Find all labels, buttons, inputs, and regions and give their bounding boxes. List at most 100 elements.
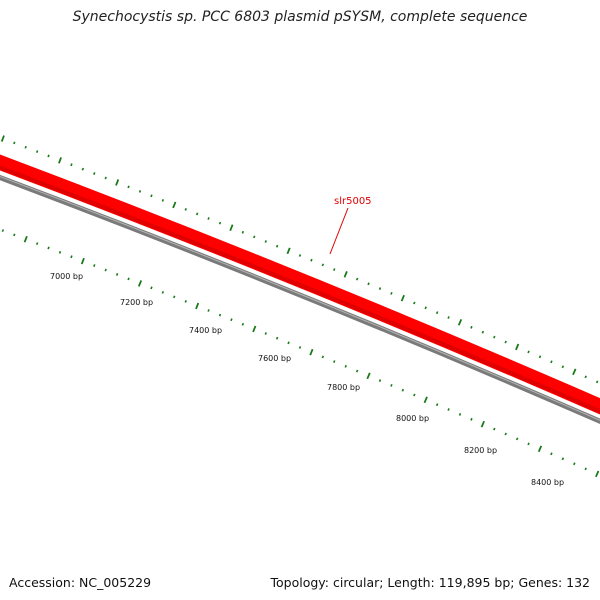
- reverse-strand-track: [0, 174, 600, 425]
- minor-tick: [561, 457, 565, 461]
- minor-tick: [458, 412, 462, 416]
- minor-tick: [161, 198, 165, 202]
- minor-tick: [527, 442, 530, 446]
- minor-tick: [413, 301, 416, 305]
- minor-tick: [287, 341, 290, 345]
- major-tick: [195, 302, 200, 310]
- minor-tick: [527, 350, 530, 354]
- major-tick: [480, 420, 485, 428]
- minor-tick: [161, 290, 165, 294]
- minor-tick: [138, 190, 142, 193]
- minor-tick: [253, 235, 256, 239]
- position-label: 7800 bp: [327, 383, 360, 392]
- minor-tick: [275, 244, 279, 248]
- minor-tick: [93, 172, 96, 175]
- minor-tick: [173, 295, 176, 299]
- minor-tick: [275, 336, 279, 340]
- minor-tick: [584, 467, 587, 471]
- minor-tick: [35, 242, 39, 246]
- minor-tick: [70, 255, 73, 259]
- position-label: 8200 bp: [464, 446, 497, 455]
- minor-tick: [310, 258, 313, 262]
- minor-tick: [58, 250, 62, 254]
- minor-tick: [390, 291, 393, 295]
- minor-tick: [470, 417, 473, 421]
- minor-tick: [218, 313, 222, 317]
- major-tick: [115, 179, 120, 186]
- major-tick: [400, 294, 405, 302]
- minor-tick: [550, 452, 553, 456]
- minor-tick: [207, 217, 210, 220]
- major-tick: [457, 319, 463, 326]
- forward-strand-track: [0, 154, 600, 415]
- major-tick: [366, 372, 371, 380]
- minor-tick: [538, 355, 542, 359]
- minor-tick: [241, 322, 245, 326]
- minor-tick: [81, 167, 85, 171]
- gene-label-slr5005[interactable]: slr5005: [334, 196, 372, 207]
- minor-tick: [127, 277, 130, 281]
- minor-tick: [24, 145, 27, 149]
- minor-tick: [218, 221, 222, 225]
- minor-tick: [1, 229, 5, 233]
- minor-tick: [13, 233, 16, 237]
- minor-tick: [413, 393, 416, 397]
- minor-tick: [447, 408, 450, 411]
- position-label: 8000 bp: [396, 414, 429, 423]
- minor-tick: [584, 375, 587, 379]
- major-tick: [252, 325, 257, 333]
- minor-tick: [241, 230, 245, 234]
- major-tick: [423, 396, 428, 404]
- major-tick: [572, 368, 577, 376]
- minor-tick: [550, 360, 553, 364]
- sequence-summary-text: Topology: circular; Length: 119,895 bp; …: [270, 575, 591, 590]
- minor-tick: [47, 154, 50, 158]
- major-tick: [80, 257, 85, 265]
- minor-tick: [493, 427, 496, 431]
- major-tick: [309, 348, 314, 356]
- minor-tick: [264, 240, 267, 243]
- minor-tick: [367, 282, 370, 286]
- minor-tick: [447, 316, 450, 319]
- minor-tick: [47, 246, 50, 250]
- minor-tick: [481, 330, 485, 334]
- minor-tick: [321, 263, 325, 267]
- major-tick: [58, 157, 62, 164]
- minor-tick: [378, 379, 382, 383]
- major-tick: [515, 343, 520, 351]
- minor-tick: [207, 309, 210, 312]
- minor-tick: [378, 287, 382, 291]
- minor-tick: [401, 388, 405, 392]
- minor-tick: [70, 163, 73, 167]
- minor-tick: [93, 264, 96, 267]
- minor-tick: [595, 380, 599, 384]
- minor-tick: [504, 340, 507, 344]
- minor-tick: [195, 212, 199, 216]
- minor-tick: [298, 346, 302, 349]
- major-tick: [229, 224, 234, 232]
- minor-tick: [333, 360, 336, 364]
- accession-text: Accession: NC_005229: [9, 575, 152, 590]
- minor-tick: [333, 268, 336, 272]
- position-label: 7000 bp: [50, 272, 83, 281]
- inner-tick-track: [1, 229, 600, 478]
- minor-tick: [344, 364, 347, 368]
- major-tick: [286, 247, 291, 255]
- outer-tick-track: [0, 135, 599, 384]
- major-tick: [23, 235, 28, 243]
- minor-tick: [104, 268, 107, 272]
- minor-tick: [115, 273, 119, 276]
- minor-tick: [424, 306, 427, 310]
- reverse-strand-highlight: [0, 175, 600, 421]
- minor-tick: [504, 432, 507, 436]
- minor-tick: [150, 194, 153, 198]
- position-label: 7200 bp: [120, 298, 153, 307]
- major-tick: [537, 445, 543, 453]
- position-label: 8400 bp: [531, 478, 564, 487]
- minor-tick: [515, 437, 519, 441]
- minor-tick: [104, 176, 107, 180]
- minor-tick: [127, 185, 130, 189]
- minor-tick: [35, 150, 39, 154]
- major-tick: [595, 470, 600, 478]
